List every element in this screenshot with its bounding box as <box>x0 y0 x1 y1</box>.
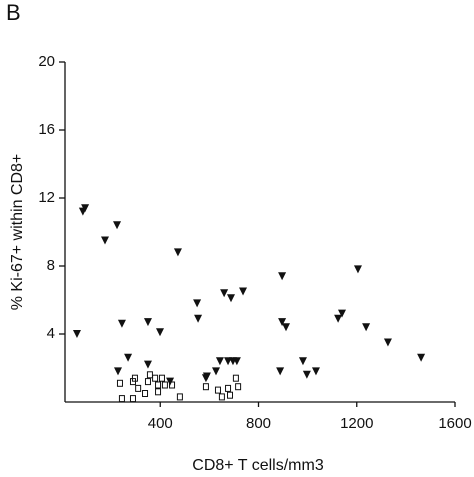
data-point <box>143 318 152 327</box>
data-point <box>201 374 210 383</box>
data-point <box>135 384 142 392</box>
data-point <box>129 395 136 403</box>
x-tick-label: 1200 <box>340 415 373 432</box>
data-point <box>278 272 287 281</box>
data-point <box>225 384 232 392</box>
y-tick-label: 20 <box>38 53 55 70</box>
data-point <box>202 383 209 391</box>
data-point <box>235 383 242 391</box>
data-point <box>81 204 90 213</box>
data-point <box>169 381 176 389</box>
data-point <box>117 319 126 328</box>
data-point <box>298 357 307 366</box>
data-point <box>362 323 371 332</box>
data-point <box>226 294 235 303</box>
x-tick-label: 1600 <box>438 415 471 432</box>
data-point <box>173 248 182 257</box>
data-point <box>146 371 153 379</box>
data-point <box>118 395 125 403</box>
data-point <box>193 299 202 308</box>
data-point <box>338 309 347 318</box>
data-point <box>114 367 123 376</box>
data-point <box>383 338 392 347</box>
x-tick-label: 800 <box>246 415 271 432</box>
data-point <box>334 314 343 323</box>
data-point <box>417 353 426 362</box>
data-point <box>239 287 248 296</box>
data-point <box>142 390 149 397</box>
x-axis-label: CD8+ T cells/mm3 <box>192 457 324 474</box>
data-point <box>158 374 165 382</box>
data-point <box>176 393 183 401</box>
data-point <box>143 360 152 369</box>
x-tick-label: 400 <box>148 415 173 432</box>
data-point <box>155 381 162 389</box>
data-point <box>278 318 287 327</box>
data-point <box>113 221 122 230</box>
data-point <box>214 386 221 394</box>
data-point <box>152 374 159 382</box>
data-point <box>116 379 123 387</box>
data-point <box>212 367 221 376</box>
data-point <box>194 314 203 323</box>
data-point <box>100 236 109 245</box>
y-tick-label: 4 <box>47 325 55 342</box>
y-tick-label: 8 <box>47 257 55 274</box>
data-point <box>353 265 362 274</box>
data-point <box>155 388 162 396</box>
data-point <box>227 391 234 399</box>
data-point <box>218 393 225 401</box>
y-axis-label: % Ki-67+ within CD8+ <box>9 154 26 311</box>
data-point <box>220 289 229 298</box>
data-point <box>144 378 151 386</box>
panel-label: B <box>6 0 21 25</box>
data-point <box>72 330 81 338</box>
data-point <box>282 323 291 332</box>
data-point <box>311 367 320 376</box>
data-point <box>156 328 165 337</box>
data-point <box>131 374 138 382</box>
data-point <box>232 357 241 366</box>
data-point <box>302 370 311 379</box>
data-point <box>124 353 133 362</box>
data-point <box>276 367 285 376</box>
y-tick-label: 16 <box>38 121 55 138</box>
y-tick-label: 12 <box>38 189 55 206</box>
data-point <box>215 357 224 366</box>
data-point <box>232 374 239 382</box>
data-point <box>161 381 168 389</box>
